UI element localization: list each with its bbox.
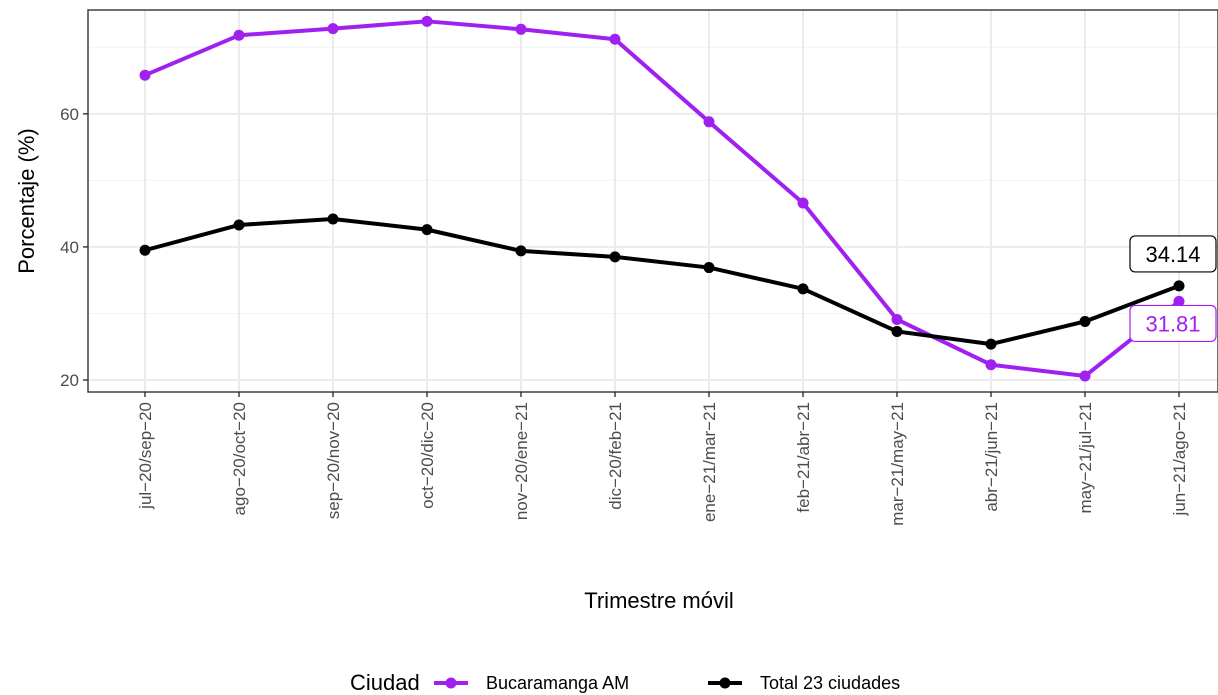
series-0-point-4 [515, 23, 527, 35]
x-tick-label-0: jul−20/sep−20 [136, 402, 155, 510]
legend-key-point-1 [719, 677, 731, 689]
x-tick-label-8: mar−21/may−21 [888, 402, 907, 526]
series-0-point-11 [1173, 295, 1185, 307]
series-0-point-5 [609, 33, 621, 45]
y-axis: 20 40 60 [60, 105, 88, 390]
legend-title: Ciudad [350, 670, 420, 695]
series-1-point-10 [1079, 315, 1091, 327]
series-1-point-1 [233, 219, 245, 231]
x-tick-label-5: dic−20/feb−21 [606, 402, 625, 510]
y-axis-title: Porcentaje (%) [14, 128, 39, 274]
x-tick-label-4: nov−20/ene−21 [512, 402, 531, 520]
legend-label-1: Total 23 ciudades [760, 673, 900, 693]
y-tick-label-2: 60 [60, 105, 79, 124]
series-1-point-3 [421, 224, 433, 236]
series-0-point-10 [1079, 370, 1091, 382]
series-line-1 [144, 216, 1180, 347]
plot-border [87, 9, 1218, 393]
y-tick-label-0: 20 [60, 371, 79, 390]
legend: Ciudad Bucaramanga AM Total 23 ciudades [350, 670, 900, 695]
callouts: 34.14 31.81 [1129, 235, 1217, 343]
series-1-point-7 [797, 283, 809, 295]
series-layer [139, 15, 1185, 382]
series-0-point-7 [797, 197, 809, 209]
callout-label-0: 34.14 [1145, 242, 1200, 267]
x-tick-label-11: jun−21/ago−21 [1170, 402, 1189, 516]
series-0-point-3 [421, 15, 433, 27]
legend-label-0: Bucaramanga AM [486, 673, 629, 693]
series-0-point-1 [233, 29, 245, 41]
minor-gridlines [88, 46, 1218, 314]
plot-panel [88, 10, 1218, 392]
callout-box-0 [1129, 235, 1217, 273]
series-1-point-0 [139, 244, 151, 256]
x-axis: jul−20/sep−20 ago−20/oct−20 sep−20/nov−20 o… [136, 392, 1189, 526]
x-axis-title: Trimestre móvil [584, 588, 734, 613]
series-0-point-0 [139, 69, 151, 81]
x-tick-label-3: oct−20/dic−20 [418, 402, 437, 509]
series-1-point-6 [703, 262, 715, 274]
legend-key-point-0 [445, 677, 457, 689]
series-1-point-2 [327, 213, 339, 225]
series-1-point-5 [609, 251, 621, 263]
x-tick-label-10: may−21/jul−21 [1076, 402, 1095, 514]
x-tick-label-1: ago−20/oct−20 [230, 402, 249, 515]
series-1-point-11 [1173, 280, 1185, 292]
y-tick-label-1: 40 [60, 238, 79, 257]
x-tick-label-2: sep−20/nov−20 [324, 402, 343, 519]
series-0-point-6 [703, 116, 715, 128]
x-tick-label-9: abr−21/jun−21 [982, 402, 1001, 512]
series-0-point-9 [985, 359, 997, 371]
callout-label-1: 31.81 [1145, 311, 1200, 336]
callout-box-1 [1129, 304, 1217, 343]
series-1-point-4 [515, 245, 527, 257]
series-line-0 [144, 19, 1181, 379]
series-0-point-8 [891, 313, 903, 325]
series-1-point-9 [985, 338, 997, 350]
x-tick-label-6: ene−21/mar−21 [700, 402, 719, 522]
x-tick-label-7: feb−21/abr−21 [794, 402, 813, 513]
series-0-point-2 [327, 23, 339, 35]
series-1-point-8 [891, 325, 903, 337]
